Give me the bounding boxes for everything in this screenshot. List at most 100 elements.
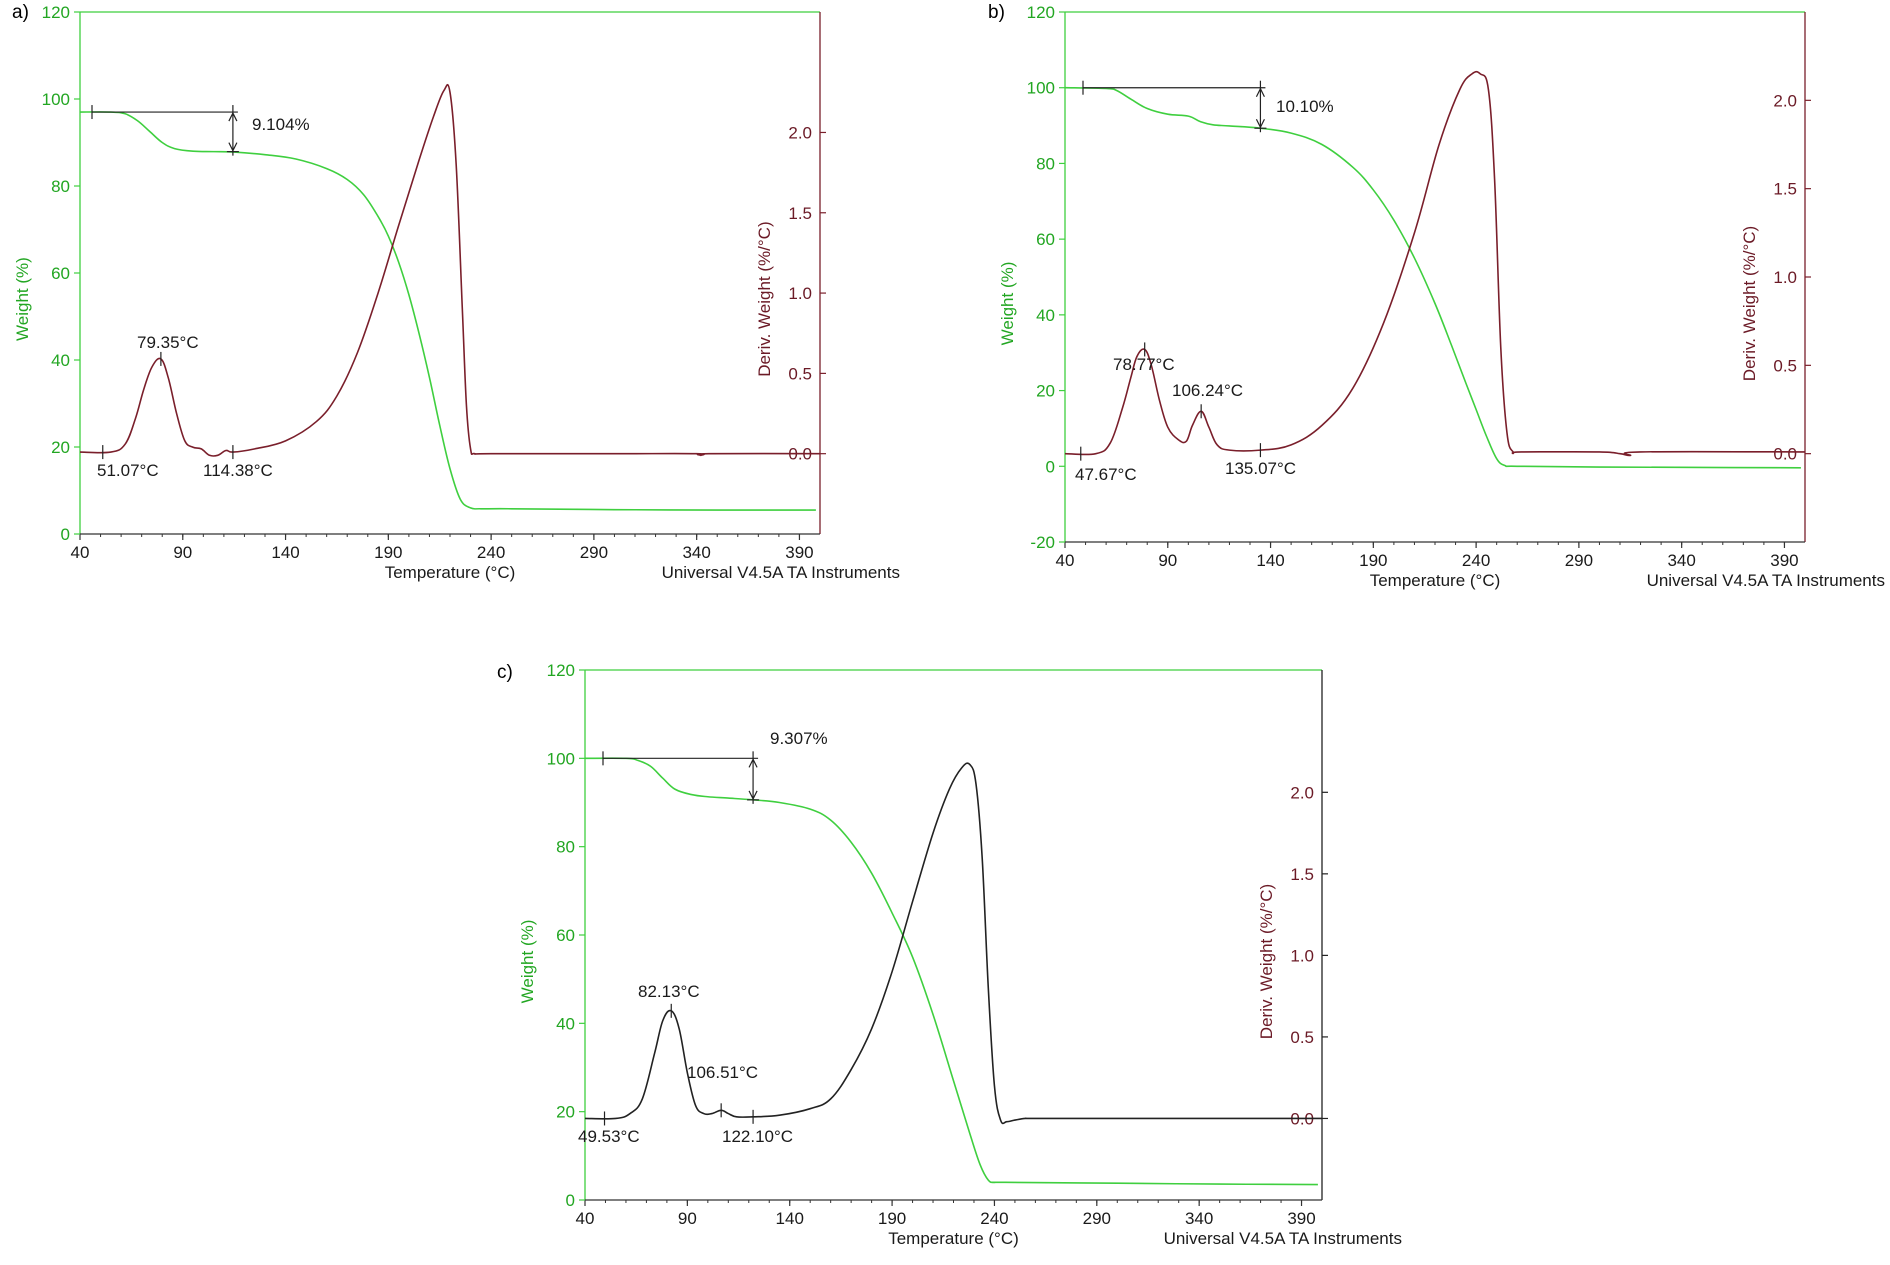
annotation-label: 78.77°C bbox=[1113, 355, 1175, 374]
x-tick-label: 290 bbox=[1565, 551, 1593, 570]
x-tick-label: 40 bbox=[71, 543, 90, 562]
y-right-tick-label: 1.0 bbox=[1773, 268, 1797, 287]
y-right-tick-label: 0.5 bbox=[788, 364, 812, 383]
instrument-footer: Universal V4.5A TA Instruments bbox=[1647, 571, 1885, 590]
deriv-weight-curve bbox=[1064, 70, 1806, 457]
y-tick-label: 120 bbox=[42, 3, 70, 22]
annotation-label: 10.10% bbox=[1276, 97, 1334, 116]
x-tick-label: 340 bbox=[682, 543, 710, 562]
x-tick-label: 290 bbox=[580, 543, 608, 562]
y-tick-label: 0 bbox=[1046, 457, 1055, 476]
x-tick-label: 140 bbox=[271, 543, 299, 562]
panel-label: a) bbox=[12, 2, 29, 23]
y-right-tick-label: 1.5 bbox=[1773, 180, 1797, 199]
chart-panel-b: b) 40 90 140 190 240 290 340 390 -20 0 20 40 60 80 100 1… bbox=[988, 2, 1885, 590]
y-right-tick-label: 2.0 bbox=[788, 123, 812, 142]
y-right-tick-label: 0.0 bbox=[1773, 445, 1797, 464]
y-tick-label: 80 bbox=[556, 838, 575, 857]
y-tick-label: 60 bbox=[556, 926, 575, 945]
y-tick-label: 20 bbox=[1036, 382, 1055, 401]
y-tick-label: 40 bbox=[51, 351, 70, 370]
x-tick-label: 340 bbox=[1185, 1209, 1213, 1228]
y-tick-label: 120 bbox=[547, 661, 575, 680]
y-tick-label: 80 bbox=[1036, 154, 1055, 173]
x-tick-label: 390 bbox=[785, 543, 813, 562]
y-tick-label: 0 bbox=[566, 1191, 575, 1210]
step-arrow-head-up bbox=[228, 111, 238, 122]
step-arrow-head-down bbox=[1255, 118, 1265, 129]
instrument-footer: Universal V4.5A TA Instruments bbox=[662, 563, 900, 582]
x-axis-label: Temperature (°C) bbox=[385, 563, 516, 582]
y-right-axis-label: Deriv. Weight (%/°C) bbox=[1740, 226, 1759, 381]
x-tick-label: 390 bbox=[1770, 551, 1798, 570]
y-tick-label: 0 bbox=[61, 525, 70, 544]
annotation-label: 82.13°C bbox=[638, 982, 700, 1001]
annotation-label: 9.307% bbox=[770, 729, 828, 748]
deriv-weight-curve bbox=[79, 84, 821, 457]
x-tick-label: 240 bbox=[1462, 551, 1490, 570]
annotation-label: 51.07°C bbox=[97, 461, 159, 480]
deriv-weight-curve bbox=[584, 762, 1322, 1125]
panel-label: b) bbox=[988, 2, 1005, 23]
x-tick-label: 40 bbox=[576, 1209, 595, 1228]
y-axis-label: Weight (%) bbox=[998, 262, 1017, 346]
x-tick-label: 90 bbox=[1158, 551, 1177, 570]
weight-curve bbox=[1064, 86, 1801, 469]
weight-curve bbox=[584, 757, 1318, 1186]
step-arrow-head-up bbox=[1255, 87, 1265, 97]
step-arrow-head-down bbox=[748, 790, 758, 801]
annotation-label: 47.67°C bbox=[1075, 465, 1137, 484]
instrument-footer: Universal V4.5A TA Instruments bbox=[1164, 1229, 1402, 1248]
x-tick-label: 140 bbox=[776, 1209, 804, 1228]
weight-curve bbox=[79, 111, 816, 511]
y-tick-label: 60 bbox=[51, 264, 70, 283]
annotation-label: 106.24°C bbox=[1172, 381, 1243, 400]
panel-label: c) bbox=[497, 662, 513, 683]
annotation-label: 79.35°C bbox=[137, 333, 199, 352]
x-axis-label: Temperature (°C) bbox=[1370, 571, 1501, 590]
x-tick-label: 190 bbox=[1359, 551, 1387, 570]
annotation-label: 135.07°C bbox=[1225, 459, 1296, 478]
y-tick-label: 80 bbox=[51, 177, 70, 196]
x-tick-label: 290 bbox=[1083, 1209, 1111, 1228]
x-tick-label: 340 bbox=[1667, 551, 1695, 570]
x-tick-label: 390 bbox=[1287, 1209, 1315, 1228]
x-tick-label: 90 bbox=[173, 543, 192, 562]
y-axis-label: Weight (%) bbox=[13, 257, 32, 341]
x-tick-label: 190 bbox=[878, 1209, 906, 1228]
y-tick-label: 100 bbox=[547, 749, 575, 768]
chart-panel-c: c) 40 90 140 190 240 290 340 390 0 20 40 60 80 100 120 0… bbox=[497, 661, 1402, 1248]
chart-panel-a: a) 40 90 140 190 240 290 340 390 0 20 40 60 80 100 120 0… bbox=[12, 2, 900, 582]
y-tick-label: -20 bbox=[1030, 533, 1055, 552]
x-tick-label: 140 bbox=[1256, 551, 1284, 570]
y-tick-label: 40 bbox=[1036, 306, 1055, 325]
y-tick-label: 20 bbox=[556, 1103, 575, 1122]
y-right-axis-label: Deriv. Weight (%/°C) bbox=[1257, 884, 1276, 1039]
y-axis-label: Weight (%) bbox=[518, 920, 537, 1004]
y-right-tick-label: 1.5 bbox=[1290, 865, 1314, 884]
x-tick-label: 240 bbox=[477, 543, 505, 562]
y-right-tick-label: 0.5 bbox=[1773, 356, 1797, 375]
step-arrow-head-down bbox=[228, 142, 238, 152]
annotation-label: 122.10°C bbox=[722, 1127, 793, 1146]
x-tick-label: 40 bbox=[1056, 551, 1075, 570]
y-right-tick-label: 0.5 bbox=[1290, 1028, 1314, 1047]
annotation-label: 49.53°C bbox=[578, 1127, 640, 1146]
y-tick-label: 100 bbox=[1027, 79, 1055, 98]
y-right-axis-label: Deriv. Weight (%/°C) bbox=[755, 221, 774, 376]
annotation-label: 9.104% bbox=[252, 115, 310, 134]
x-tick-label: 240 bbox=[980, 1209, 1008, 1228]
x-axis-label: Temperature (°C) bbox=[888, 1229, 1019, 1248]
y-right-tick-label: 2.0 bbox=[1773, 91, 1797, 110]
y-right-tick-label: 1.0 bbox=[788, 284, 812, 303]
y-tick-label: 60 bbox=[1036, 230, 1055, 249]
y-tick-label: 20 bbox=[51, 438, 70, 457]
x-tick-label: 190 bbox=[374, 543, 402, 562]
y-tick-label: 40 bbox=[556, 1014, 575, 1033]
y-right-tick-label: 1.5 bbox=[788, 204, 812, 223]
x-tick-label: 90 bbox=[678, 1209, 697, 1228]
y-tick-label: 120 bbox=[1027, 3, 1055, 22]
y-tick-label: 100 bbox=[42, 90, 70, 109]
y-right-tick-label: 2.0 bbox=[1290, 783, 1314, 802]
